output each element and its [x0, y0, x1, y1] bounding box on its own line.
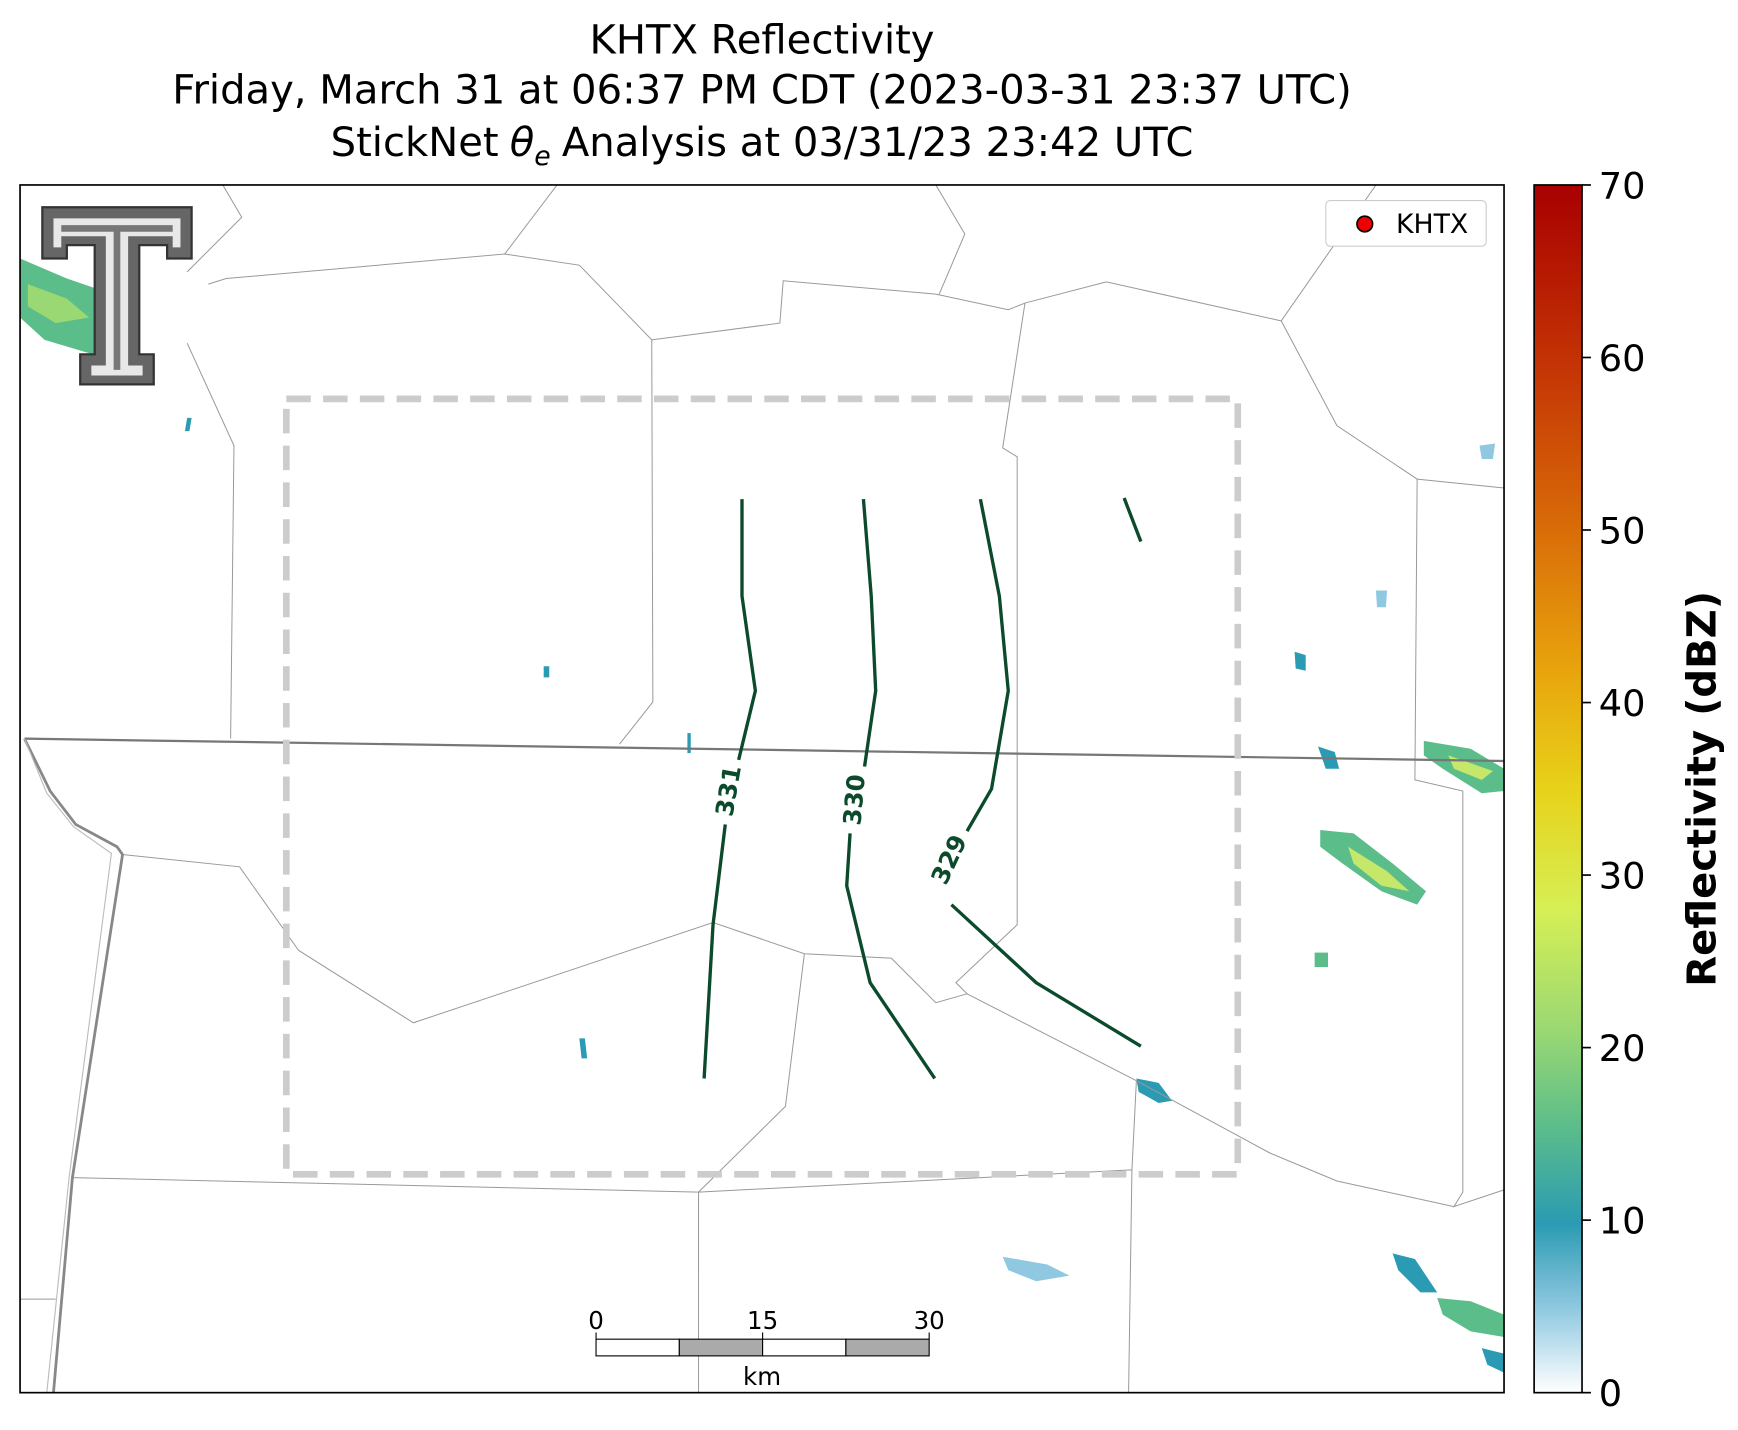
legend: KHTX [1325, 200, 1487, 247]
title-text: StickNet [331, 120, 499, 166]
colorbar-tick-label: 10 [1599, 1199, 1646, 1242]
contour-line [1122, 497, 1143, 543]
colorbar-tick-label: 60 [1599, 337, 1646, 380]
contour-line [845, 833, 937, 1080]
map-frame [19, 184, 1505, 1394]
colorbar-label: Reflectivity (dBZ) [1680, 591, 1726, 987]
legend-marker [1356, 215, 1374, 233]
colorbar-tick-label: 30 [1599, 854, 1646, 897]
scale-segment [678, 1338, 764, 1357]
legend-label: KHTX [1396, 209, 1468, 240]
county-lines [20, 184, 1505, 1393]
contour-label: 330 [837, 773, 870, 826]
scale-tick-label: 30 [914, 1306, 945, 1335]
scale-segment [595, 1338, 680, 1357]
title-symbol: θ [510, 120, 535, 166]
contour-line [737, 499, 758, 761]
contour-line [950, 903, 1142, 1048]
scale-tick-label: 15 [747, 1306, 778, 1335]
colorbar-tick-label: 0 [1599, 1372, 1622, 1415]
title-text: Analysis at 03/31/23 23:42 UTC [562, 120, 1194, 166]
colorbar-tick-label: 20 [1599, 1027, 1646, 1070]
colorbar-tick-label: 40 [1599, 682, 1646, 725]
title-line: KHTX Reflectivity [590, 18, 935, 64]
colorbar-tick-label: 50 [1599, 509, 1646, 552]
contour-line [861, 499, 878, 767]
title-subscript: e [534, 141, 550, 172]
title-line: Friday, March 31 at 06:37 PM CDT (2023-0… [172, 68, 1351, 114]
scale-bar: km 0 15 30 [588, 1306, 945, 1391]
colorbar-tick-label: 70 [1599, 164, 1646, 207]
scale-unit: km [743, 1362, 781, 1391]
colorbar-scale [1533, 184, 1583, 1394]
logo [41, 206, 193, 386]
scale-segment [762, 1338, 847, 1357]
contour-line [965, 498, 1010, 832]
scale-tick-label: 0 [588, 1306, 604, 1335]
colorbar: Reflectivity (dBZ) 0 10 20 30 40 50 60 70 [1533, 164, 1726, 1415]
scale-segment [845, 1338, 930, 1357]
title-line: StickNet θe Analysis at 03/31/23 23:42 UTC [331, 120, 1194, 172]
map-background [20, 184, 1505, 1393]
legend-box [1325, 200, 1487, 247]
map-area: 331 330 329 [20, 184, 1505, 1393]
analysis-domain-box [282, 395, 1242, 1178]
contour-line [702, 824, 727, 1079]
